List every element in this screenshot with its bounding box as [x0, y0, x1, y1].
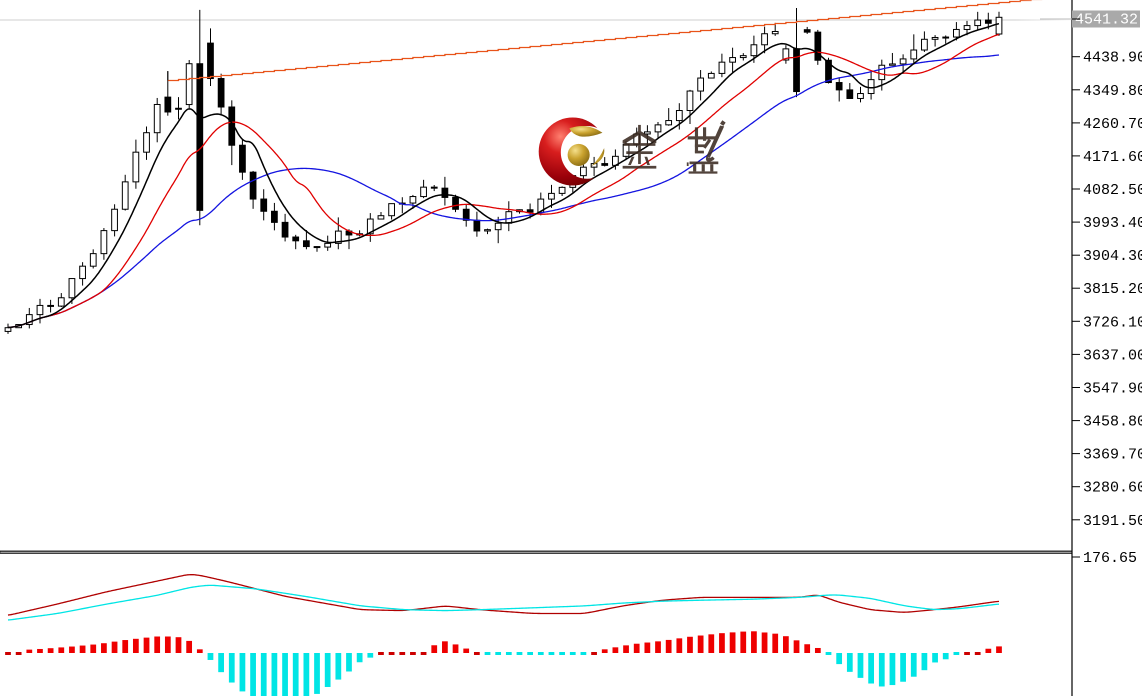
svg-text:4349.80: 4349.80 — [1083, 83, 1142, 100]
svg-text:3458.80: 3458.80 — [1083, 414, 1142, 431]
svg-text:3547.90: 3547.90 — [1083, 381, 1142, 398]
svg-text:4171.60: 4171.60 — [1083, 149, 1142, 166]
svg-text:4541.32: 4541.32 — [1075, 12, 1138, 29]
svg-text:176.65: 176.65 — [1083, 550, 1137, 567]
svg-text:3904.30: 3904.30 — [1083, 248, 1142, 265]
svg-text:3369.70: 3369.70 — [1083, 447, 1142, 464]
svg-text:4082.50: 4082.50 — [1083, 182, 1142, 199]
svg-text:3726.10: 3726.10 — [1083, 314, 1142, 331]
svg-text:3815.20: 3815.20 — [1083, 281, 1142, 298]
svg-text:3280.60: 3280.60 — [1083, 480, 1142, 497]
svg-text:3637.00: 3637.00 — [1083, 347, 1142, 364]
svg-text:3993.40: 3993.40 — [1083, 215, 1142, 232]
svg-text:4438.90: 4438.90 — [1083, 50, 1142, 67]
svg-text:3191.50: 3191.50 — [1083, 513, 1142, 530]
svg-text:4260.70: 4260.70 — [1083, 116, 1142, 133]
